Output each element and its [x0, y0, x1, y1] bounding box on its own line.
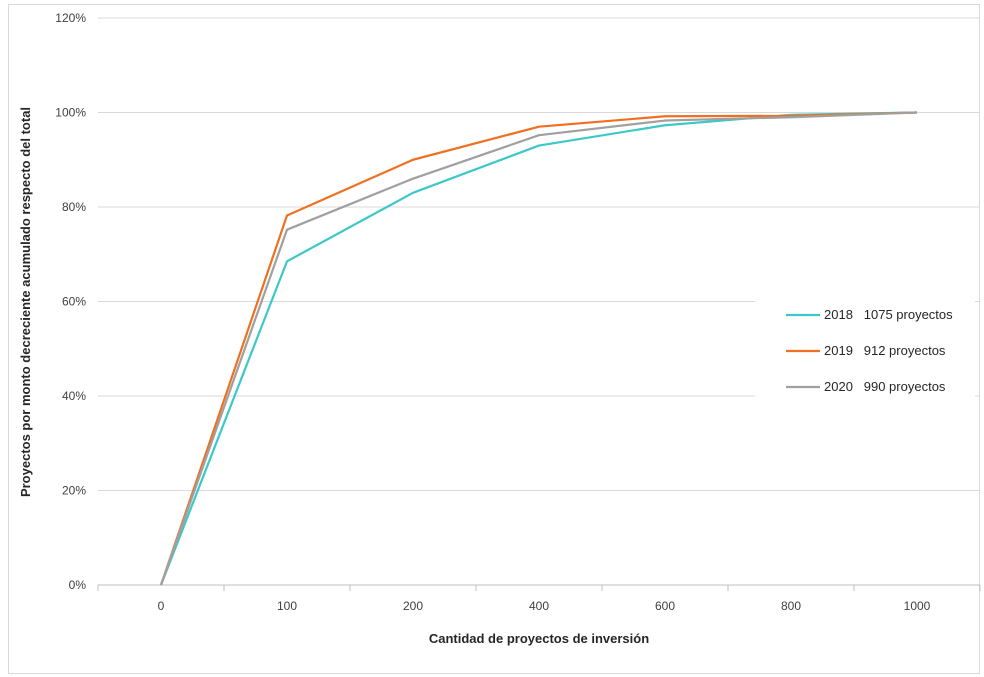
- x-tick-label: 1000: [904, 599, 931, 613]
- x-tick-label: 0: [158, 599, 165, 613]
- x-tick-label: 400: [529, 599, 549, 613]
- x-axis-title: Cantidad de proyectos de inversión: [429, 631, 649, 646]
- series-line: [159, 111, 918, 586]
- x-tick-label: 600: [655, 599, 675, 613]
- y-tick-label: 40%: [62, 389, 86, 403]
- y-axis-title: Proyectos por monto decreciente acumulad…: [18, 107, 33, 497]
- x-tick-label: 800: [781, 599, 801, 613]
- series-lines: [159, 111, 918, 586]
- x-axis: [97, 584, 981, 591]
- series-line: [159, 111, 918, 586]
- y-tick-labels: 0% 20% 40% 60% 80% 100% 120%: [55, 11, 86, 592]
- x-tick-labels: 0 100 200 400 600 800 1000: [158, 599, 931, 613]
- y-tick-label: 80%: [62, 200, 86, 214]
- legend-background: [755, 290, 975, 408]
- y-tick-label: 20%: [62, 484, 86, 498]
- y-tick-label: 60%: [62, 295, 86, 309]
- x-tick-label: 200: [403, 599, 423, 613]
- x-tick-label: 100: [277, 599, 297, 613]
- y-tick-label: 120%: [55, 11, 86, 25]
- legend-label: 2020 990 proyectos: [824, 379, 946, 394]
- y-tick-label: 0%: [69, 578, 87, 592]
- y-tick-label: 100%: [55, 106, 86, 120]
- gridlines: [98, 17, 980, 491]
- legend-label: 2019 912 proyectos: [824, 343, 946, 358]
- legend: 2018 1075 proyectos 2019 912 proyectos 202…: [786, 307, 953, 394]
- legend-label: 2018 1075 proyectos: [824, 307, 953, 322]
